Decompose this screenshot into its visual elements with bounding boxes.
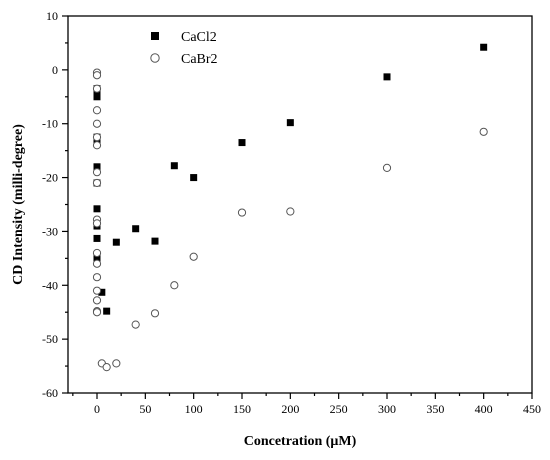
legend: CaCl2 CaBr2 [150,30,218,67]
cabr2-point [92,119,102,128]
cacl2-point [103,307,111,315]
cacl2-legend-label: CaCl2 [181,30,217,45]
cabr2-point [92,219,102,228]
cacl2-point [480,43,488,51]
y-tick-label: -10 [42,117,58,131]
cabr2-point [92,259,102,268]
plot-frame [67,15,533,394]
cabr2-point [150,309,160,318]
cabr2-point [92,133,102,142]
y-tick-label: -40 [42,278,58,292]
cabr2-point [189,252,198,261]
cacl2-point [170,162,178,170]
cabr2-point [92,178,102,188]
y-axis: 10 0 -10 -20 -30 -40 -50 -60 [42,9,68,400]
y-tick-label: -60 [42,386,58,400]
cabr2-point [112,359,121,368]
cabr2-point [92,273,102,282]
cacl2-point [93,205,101,213]
cabr2-legend-label: CaBr2 [181,52,218,67]
x-tick-label: 400 [475,402,493,416]
x-tick-label: 150 [233,402,251,416]
x-axis: 0 50 100 150 200 250 300 350 400 450 [72,393,541,416]
cabr2-point [92,286,102,295]
cabr2-point [102,363,111,372]
cacl2-point [93,163,101,171]
cabr2-point [92,141,102,150]
cacl2-point [132,225,140,233]
cacl2-point [98,288,106,296]
y-tick-label: 0 [52,63,58,77]
data-points [92,43,488,372]
y-tick-label: 10 [46,9,58,23]
x-tick-label: 350 [426,402,444,416]
x-tick-label: 100 [185,402,203,416]
cabr2-point [92,71,102,80]
x-tick-label: 300 [378,402,396,416]
x-tick-label: 450 [523,402,541,416]
cabr2-point [170,281,179,290]
cabr2-point [92,296,102,305]
cacl2-point [93,93,101,101]
cacl2-point [383,73,391,81]
cabr2-point [286,207,295,216]
cacl2-point [151,237,159,245]
y-tick-label: -50 [42,332,58,346]
cabr2-point [131,320,140,329]
cabr2-legend-marker [150,53,160,63]
x-tick-label: 50 [139,402,151,416]
y-tick-label: -20 [42,171,58,185]
cacl2-point [112,238,120,246]
cabr2-point [382,163,392,172]
y-tick-label: -30 [42,224,58,238]
cabr2-point [479,127,488,136]
cabr2-point [92,84,102,93]
cacl2-legend-marker [151,32,159,40]
cabr2-point [92,308,102,317]
cacl2-point [93,234,101,242]
x-axis-title: Concetration (μM) [244,434,357,449]
cabr2-point [92,168,102,177]
cacl2-point [190,174,198,182]
cabr2-point [237,208,247,217]
cabr2-point [92,248,102,258]
cacl2-point [93,254,101,262]
x-tick-label: 250 [330,402,348,416]
x-tick-label: 0 [94,402,100,416]
cacl2-point [238,139,246,147]
x-tick-label: 200 [281,402,299,416]
cacl2-point [286,119,294,127]
y-axis-title: CD Intensity (milli-degree) [11,124,26,285]
cabr2-point [92,106,102,115]
